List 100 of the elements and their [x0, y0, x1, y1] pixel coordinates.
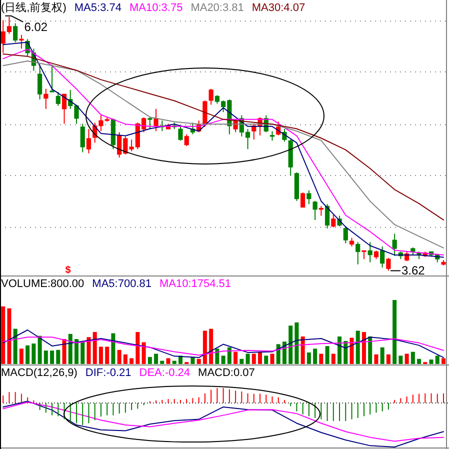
- bar: [32, 344, 36, 364]
- bar: [392, 300, 397, 364]
- bar: [331, 354, 336, 364]
- candlestick: [270, 130, 275, 142]
- candlestick: [368, 242, 372, 263]
- bar: [196, 358, 201, 364]
- bar: [209, 328, 214, 364]
- bar: [142, 342, 146, 364]
- bar: [130, 358, 134, 364]
- bar: [98, 346, 103, 364]
- bar: [154, 354, 158, 364]
- bar: [362, 332, 366, 364]
- bar: [240, 358, 244, 364]
- candlestick: [312, 200, 318, 220]
- candlestick: [343, 226, 348, 244]
- candlestick: [300, 192, 306, 208]
- annotation: $: [65, 265, 72, 276]
- bar: [50, 350, 54, 364]
- text: MA5:3.74: [74, 2, 122, 14]
- annotation: 6.02: [24, 20, 48, 34]
- series-label: MACD:0.07: [198, 367, 255, 379]
- bar: [160, 360, 164, 364]
- bar: [38, 336, 42, 364]
- bar: [92, 332, 97, 364]
- text: MA10:3.75: [129, 2, 183, 14]
- bar: [234, 352, 238, 364]
- bar: [344, 340, 348, 364]
- bar: [300, 336, 305, 364]
- bar: [264, 356, 268, 364]
- bar: [1, 306, 6, 364]
- candlestick: [154, 108, 158, 132]
- bar: [435, 356, 440, 364]
- bar: [26, 345, 30, 364]
- bar: [338, 336, 342, 364]
- bar: [136, 332, 140, 364]
- bar: [325, 346, 330, 364]
- candlestick: [356, 242, 360, 265]
- candlestick: [13, 22, 18, 43]
- candlestick: [184, 134, 189, 146]
- bar: [166, 358, 170, 364]
- bar: [417, 358, 422, 364]
- text: MA30:4.07: [252, 2, 306, 14]
- bar: [288, 326, 293, 364]
- bar: [258, 352, 262, 364]
- bar: [313, 348, 318, 364]
- bar: [386, 354, 390, 364]
- candlestick: [148, 116, 152, 130]
- chart-title: (日线,前复权): [1, 1, 66, 14]
- bar: [80, 340, 85, 364]
- bar: [62, 339, 66, 364]
- bar: [368, 336, 372, 364]
- bar: [252, 354, 256, 364]
- bar: [380, 347, 384, 364]
- bar: [111, 333, 116, 364]
- chart-title: MACD(12,26,9): [1, 367, 78, 379]
- bar: [68, 334, 72, 364]
- candlestick: [50, 64, 54, 92]
- bar: [282, 342, 286, 364]
- bar: [7, 308, 12, 364]
- bar: [442, 358, 446, 364]
- bar: [56, 350, 60, 364]
- candlestick: [80, 123, 85, 153]
- bar: [410, 352, 415, 364]
- bar: [404, 354, 409, 364]
- bar: [221, 356, 226, 364]
- candlestick: [56, 92, 60, 106]
- candlestick: [19, 34, 24, 50]
- candlestick: [386, 258, 391, 272]
- candlestick: [44, 88, 48, 110]
- annotation: 3.62: [401, 264, 426, 278]
- bar: [123, 354, 128, 364]
- bar: [429, 360, 434, 364]
- bar: [350, 338, 354, 364]
- bar: [356, 330, 360, 364]
- bar: [270, 354, 274, 364]
- bar: [148, 356, 152, 364]
- bar: [294, 322, 299, 364]
- bar: [74, 339, 78, 364]
- bar: [246, 354, 250, 364]
- candlestick: [38, 64, 42, 100]
- candlestick: [392, 233, 397, 256]
- text: MA5:700.81: [92, 278, 152, 290]
- bar: [202, 330, 207, 364]
- text: DEA:-0.24: [139, 367, 190, 379]
- candlestick: [331, 214, 336, 228]
- bar: [306, 352, 311, 364]
- bar: [374, 354, 378, 364]
- bar: [13, 328, 18, 364]
- candlestick: [306, 190, 312, 205]
- bar: [86, 337, 91, 364]
- text: MA10:1754.51: [159, 278, 232, 290]
- bar: [44, 350, 48, 364]
- candlestick: [86, 128, 92, 154]
- bar: [215, 348, 220, 364]
- bar: [227, 347, 232, 364]
- bar: [398, 356, 403, 364]
- bar: [117, 350, 122, 364]
- candlestick: [324, 204, 330, 229]
- bar: [105, 346, 110, 364]
- candlestick: [208, 88, 214, 106]
